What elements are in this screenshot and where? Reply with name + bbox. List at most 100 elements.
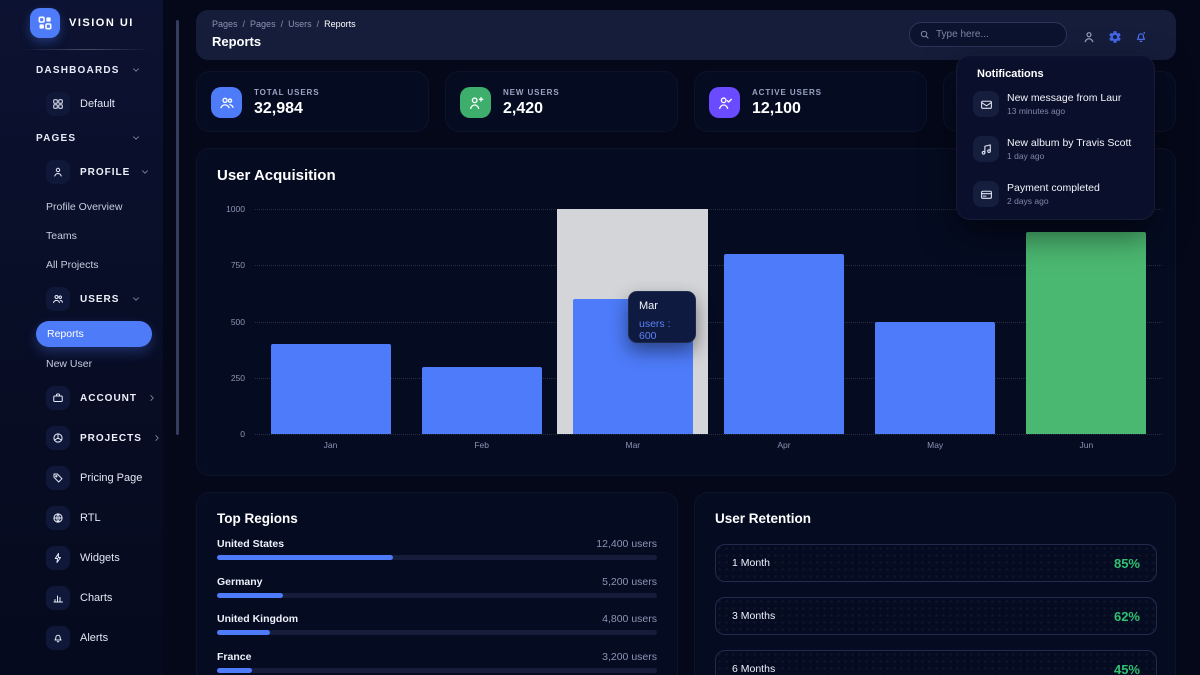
retention-label: 3 Months — [732, 610, 776, 622]
region-name: France — [217, 651, 252, 663]
sidebar-item-label: Alerts — [80, 632, 109, 644]
sidebar-item-label: PROFILE — [80, 166, 131, 178]
sidebar-subitem-teams[interactable]: Teams — [46, 229, 77, 242]
people-icon — [46, 287, 70, 311]
breadcrumb-separator: / — [316, 19, 320, 29]
sidebar-subitem-profile-overview[interactable]: Profile Overview — [46, 200, 123, 213]
tooltip-title: Mar — [639, 300, 658, 312]
region-row-united-states: United States 12,400 users — [217, 538, 657, 560]
card-icon — [973, 181, 999, 207]
search-icon — [920, 30, 929, 39]
y-axis-tick: 1000 — [226, 204, 245, 214]
notifications-bell-icon[interactable] — [1134, 30, 1148, 44]
gridline — [255, 265, 1162, 267]
regions-title: Top Regions — [217, 511, 298, 526]
profile-icon[interactable] — [1082, 30, 1096, 44]
person-icon — [46, 160, 70, 184]
notification-item[interactable]: New message from Laur 13 minutes ago — [973, 89, 1144, 123]
notification-item[interactable]: New album by Travis Scott 1 day ago — [973, 134, 1144, 168]
x-axis-label: Jan — [323, 440, 338, 450]
notification-time: 2 days ago — [1007, 196, 1049, 206]
region-progress-track — [217, 593, 657, 598]
notifications-title: Notifications — [977, 68, 1044, 80]
breadcrumb-separator: / — [280, 19, 284, 29]
region-users-count: 12,400 users — [596, 538, 657, 550]
region-users-count: 3,200 users — [602, 651, 657, 663]
sidebar-section-label: PAGES — [36, 132, 77, 144]
retention-label: 1 Month — [732, 557, 770, 569]
sidebar-item-alerts[interactable]: Alerts — [0, 618, 163, 658]
chevron-down-icon — [131, 133, 141, 143]
chart-tooltip: Mar users : 600 — [628, 291, 696, 343]
tag-icon — [46, 466, 70, 490]
bar-jun[interactable] — [1026, 231, 1147, 434]
search-box[interactable] — [909, 22, 1067, 47]
sidebar-section-pages[interactable]: PAGES — [0, 124, 163, 152]
breadcrumb-item[interactable]: Users — [288, 19, 312, 29]
user-plus-icon — [460, 87, 491, 118]
sidebar-scrollbar[interactable] — [176, 20, 179, 435]
user-retention-card: User Retention 1 Month 85% 3 Months 62% 6 Mo… — [694, 492, 1176, 675]
region-row-germany: Germany 5,200 users — [217, 576, 657, 598]
sidebar-nav: DASHBOARDS Default PAGES PROFILE Profile Ove… — [0, 56, 163, 658]
region-row-france: France 3,200 users — [217, 651, 657, 673]
search-input[interactable] — [936, 29, 1057, 40]
sidebar-item-profile[interactable]: PROFILE — [0, 152, 163, 192]
sidebar-item-widgets[interactable]: Widgets — [0, 538, 163, 578]
notification-item[interactable]: Payment completed 2 days ago — [973, 179, 1144, 213]
region-users-count: 4,800 users — [602, 613, 657, 625]
region-users-count: 5,200 users — [602, 576, 657, 588]
chart-icon — [46, 586, 70, 610]
stat-label: ACTIVE USERS — [752, 88, 822, 97]
grid-icon — [46, 92, 70, 116]
vision-ui-logo-icon — [30, 8, 60, 38]
y-axis-tick: 750 — [230, 260, 245, 271]
region-progress-track — [217, 668, 657, 673]
region-row-united-kingdom: United Kingdom 4,800 users — [217, 613, 657, 635]
notification-time: 13 minutes ago — [1007, 106, 1066, 116]
stat-value: 2,420 — [503, 100, 544, 117]
notification-time: 1 day ago — [1007, 151, 1045, 161]
notification-title: Payment completed — [1007, 182, 1100, 194]
sidebar-item-pricing-page[interactable]: Pricing Page — [0, 458, 163, 498]
page-title: Reports — [212, 34, 262, 49]
sidebar-section-label: DASHBOARDS — [36, 64, 120, 76]
sidebar-subitem-new-user[interactable]: New User — [46, 357, 93, 370]
bar-chart-plot: 0 250 500 750 1000 Jan Feb Mar Apr May Jun — [226, 204, 1162, 450]
sidebar-subitem-all-projects[interactable]: All Projects — [46, 258, 99, 271]
region-progress-fill — [217, 668, 253, 673]
bar-may[interactable] — [875, 321, 996, 434]
sidebar-item-label: RTL — [80, 512, 101, 524]
bolt-icon — [46, 546, 70, 570]
sidebar-section-dashboards[interactable]: DASHBOARDS — [0, 56, 163, 84]
sidebar-item-default[interactable]: Default — [0, 84, 163, 124]
sidebar-item-label: Pricing Page — [80, 472, 143, 484]
gridline — [255, 321, 1162, 323]
breadcrumb-item[interactable]: Pages — [250, 19, 276, 29]
chevron-down-icon — [140, 167, 150, 177]
retention-label: 6 Months — [732, 663, 776, 675]
region-name: United Kingdom — [217, 613, 299, 625]
bar-feb[interactable] — [421, 366, 542, 434]
sidebar-item-rtl[interactable]: RTL — [0, 498, 163, 538]
retention-row-6-months: 6 Months 45% — [715, 650, 1157, 675]
notifications-dropdown: Notifications New message from Laur 13 mi… — [956, 55, 1155, 220]
x-axis-label: Feb — [474, 440, 489, 450]
stat-card-total-users: TOTAL USERS 32,984 — [196, 71, 429, 132]
sidebar-item-projects[interactable]: PROJECTS — [0, 418, 163, 458]
sidebar-item-users[interactable]: USERS — [0, 279, 163, 319]
stat-card-active-users: ACTIVE USERS 12,100 — [694, 71, 927, 132]
user-check-icon — [709, 87, 740, 118]
sidebar-item-reports-active[interactable]: Reports — [36, 319, 152, 349]
x-axis-label: Jun — [1079, 440, 1094, 450]
sidebar-item-account[interactable]: ACCOUNT — [0, 378, 163, 418]
breadcrumb-item[interactable]: Pages — [212, 19, 238, 29]
region-name: United States — [217, 538, 285, 550]
sidebar-item-charts[interactable]: Charts — [0, 578, 163, 618]
bar-apr[interactable] — [724, 254, 845, 434]
gridline — [255, 434, 1162, 435]
bar-jan[interactable] — [270, 344, 391, 434]
settings-gear-icon[interactable] — [1108, 30, 1122, 44]
gridline — [255, 209, 1162, 210]
sidebar-item-label: Widgets — [80, 552, 120, 564]
